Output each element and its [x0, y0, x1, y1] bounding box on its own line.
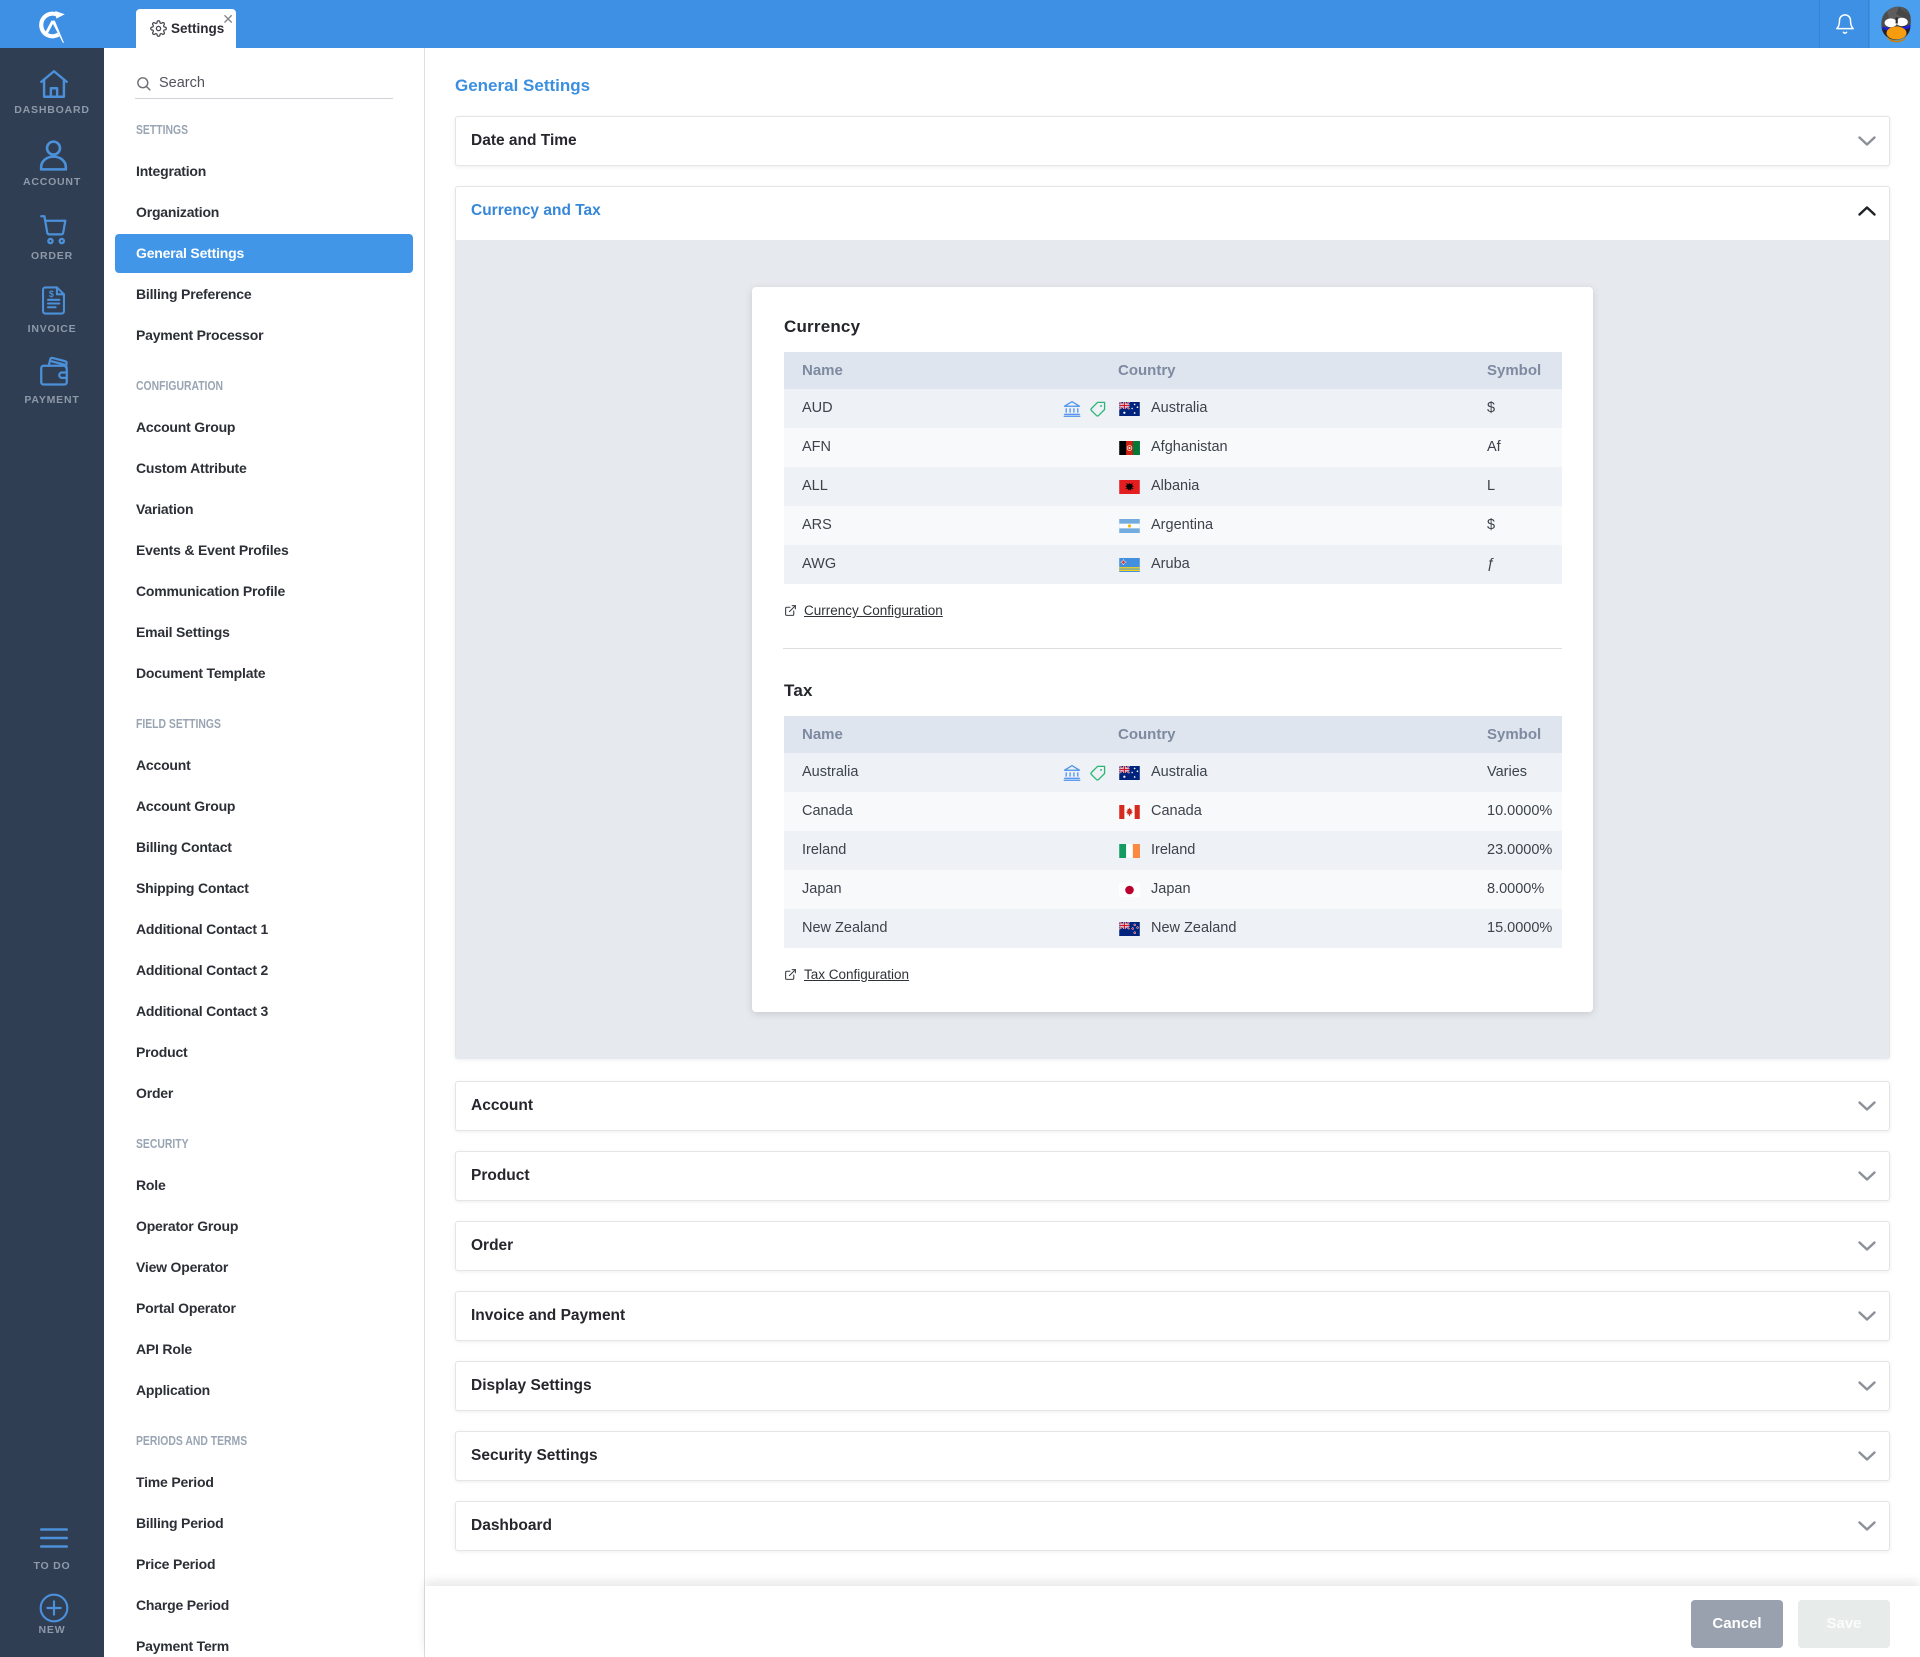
- svg-text:$: $: [49, 289, 54, 299]
